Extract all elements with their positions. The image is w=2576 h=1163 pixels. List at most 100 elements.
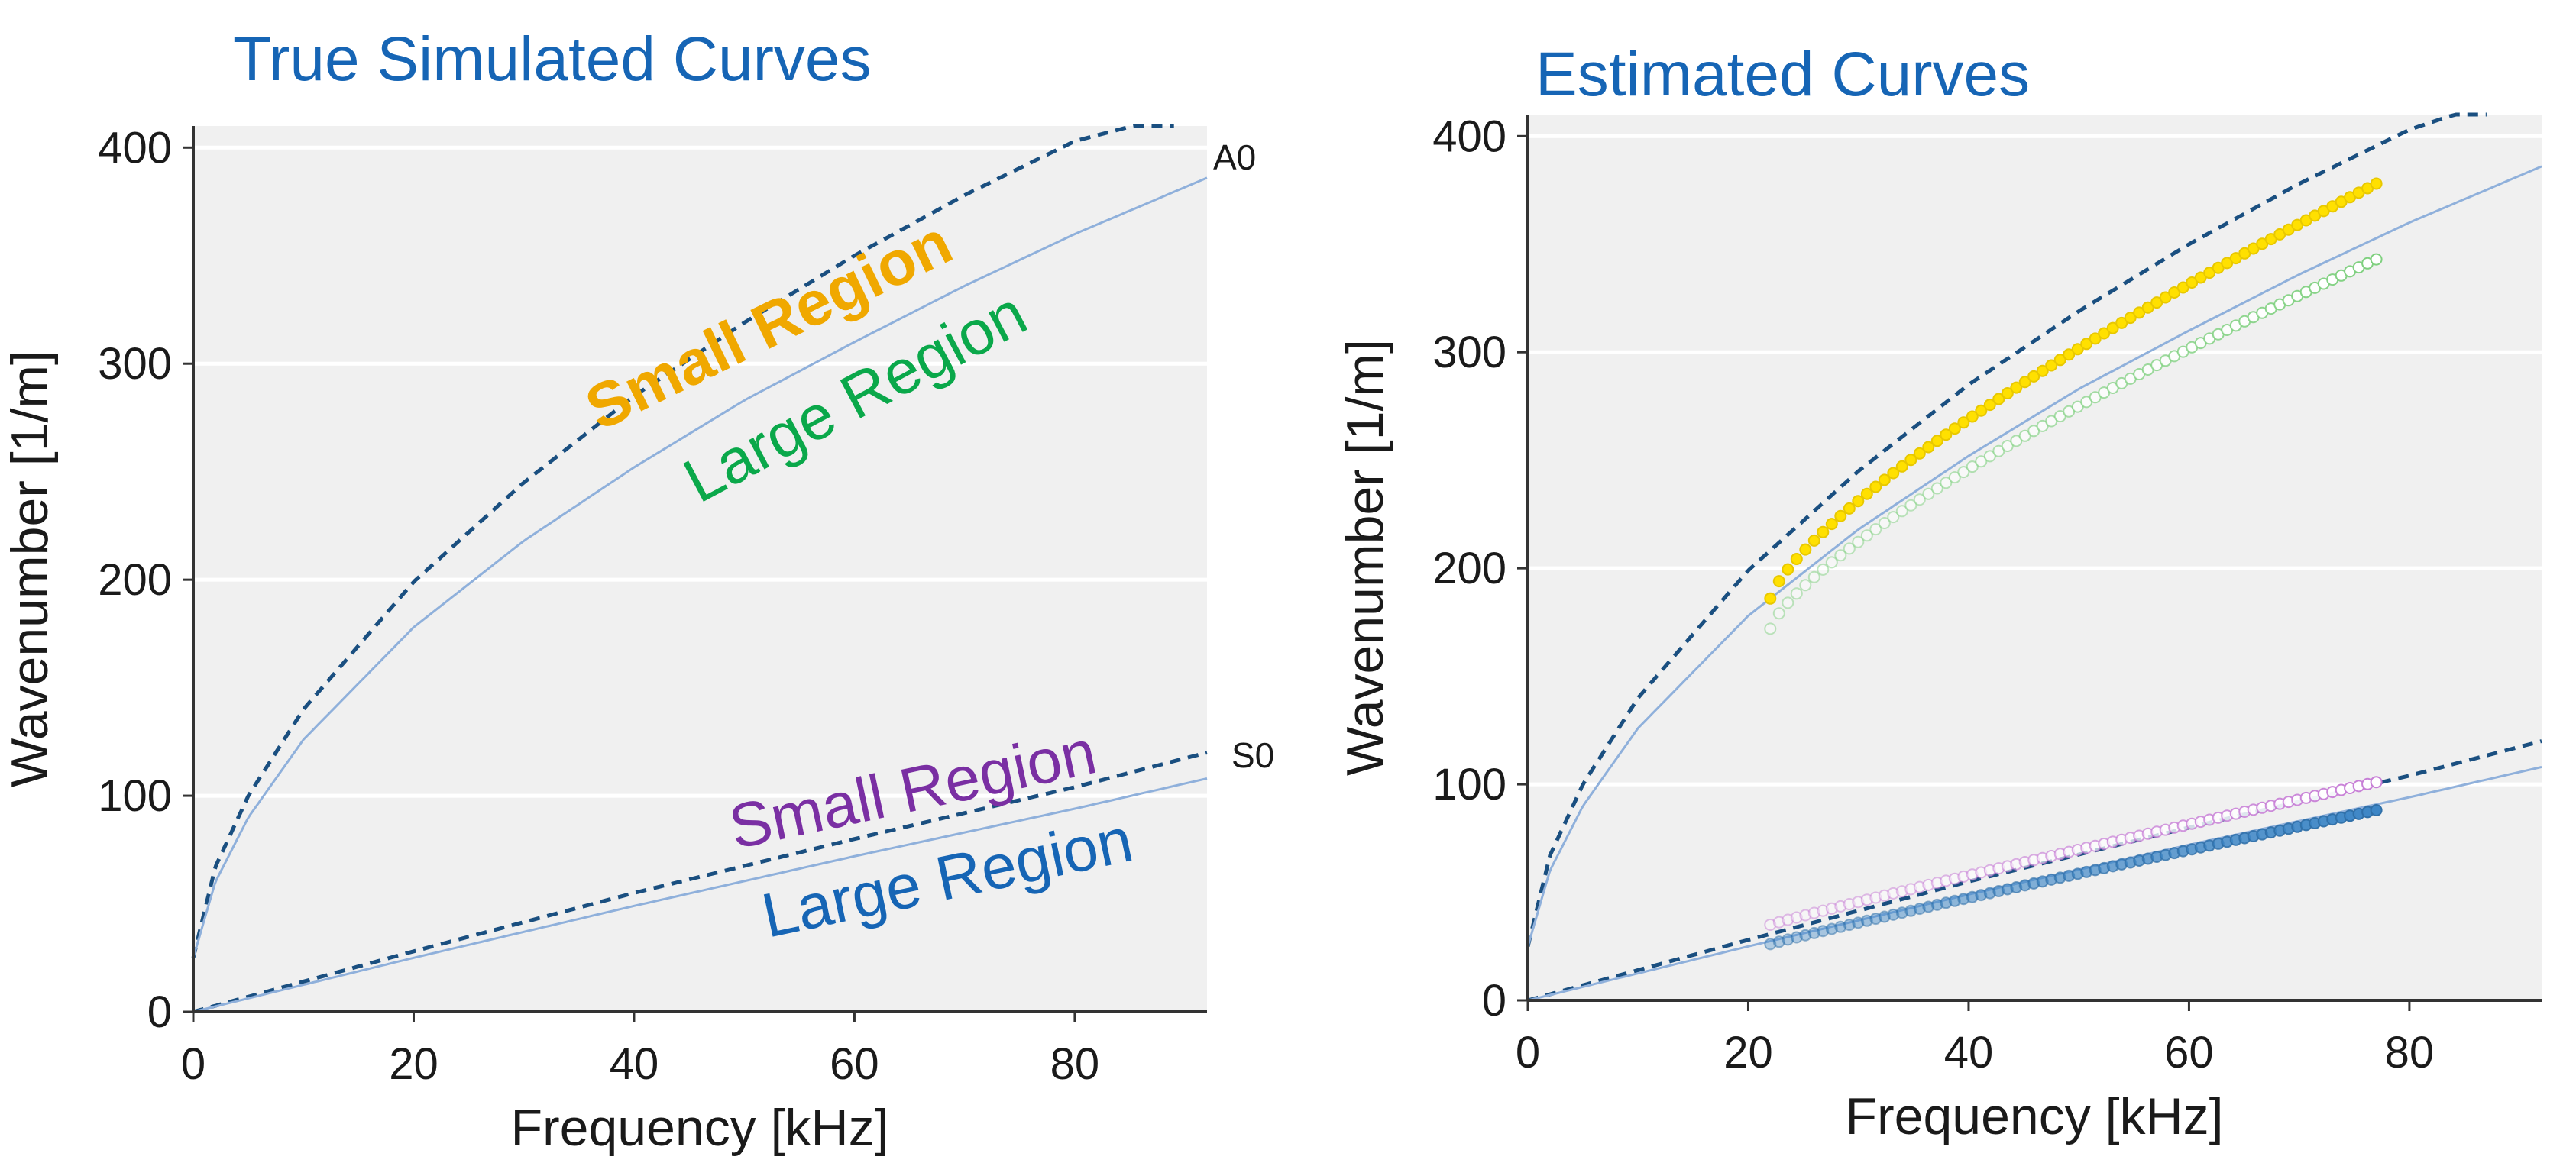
- mode-label-a0: A0: [1213, 137, 1256, 177]
- scatter-point-a0-large-region-estimate: [1913, 493, 1926, 506]
- scatter-point-a0-small-region-estimate: [2115, 316, 2128, 329]
- scatter-point-a0-large-region-estimate: [1782, 596, 1794, 609]
- scatter-point-a0-small-region-estimate: [2124, 312, 2137, 325]
- scatter-point-s0-small-region-estimate: [1843, 898, 1856, 910]
- scatter-point-a0-small-region-estimate: [2036, 364, 2049, 377]
- left-panel-title: True Simulated Curves: [233, 24, 872, 94]
- scatter-point-a0-large-region-estimate: [1860, 529, 1873, 542]
- scatter-point-a0-small-region-estimate: [1975, 404, 1988, 417]
- scatter-point-a0-small-region-estimate: [1878, 473, 1891, 486]
- right-x-tick-label: 0: [1516, 1028, 1540, 1077]
- scatter-point-a0-small-region-estimate: [2010, 381, 2023, 394]
- right-y-tick-label: 100: [1432, 760, 1506, 809]
- left-y-tick-label: 400: [98, 123, 172, 173]
- scatter-point-a0-large-region-estimate: [1799, 579, 1812, 592]
- left-panel: True Simulated Curves 0 100 200 300 400 0 20 40…: [1, 24, 1274, 1157]
- scatter-point-a0-small-region-estimate: [1904, 454, 1917, 467]
- scatter-point-a0-small-region-estimate: [1869, 480, 1882, 493]
- scatter-point-a0-large-region-estimate: [2370, 253, 2383, 266]
- scatter-point-s0-small-region-estimate: [1782, 913, 1794, 926]
- left-plot-area: [193, 126, 1207, 1012]
- scatter-point-a0-small-region-estimate: [1895, 460, 1908, 473]
- right-x-tick-label: 60: [2164, 1028, 2214, 1077]
- scatter-point-a0-large-region-estimate: [1852, 535, 1865, 548]
- right-curve-a0-small-region: [1526, 112, 2487, 947]
- scatter-point-a0-small-region-estimate: [1817, 525, 1830, 538]
- scatter-point-a0-small-region-estimate: [1887, 467, 1900, 480]
- right-y-tick-label: 0: [1482, 976, 1506, 1026]
- left-curve-a0-large-region: [192, 176, 1208, 958]
- scatter-point-a0-large-region-estimate: [1895, 505, 1908, 518]
- scatter-point-s0-small-region-estimate: [1825, 902, 1838, 915]
- right-scatter-points: [1764, 177, 2383, 951]
- left-y-tick-label: 0: [147, 987, 172, 1037]
- scatter-point-s0-large-region-estimate: [1860, 914, 1873, 927]
- scatter-point-a0-large-region-estimate: [1922, 487, 1935, 500]
- scatter-point-s0-small-region-estimate: [1887, 887, 1900, 900]
- right-x-tick-label: 20: [1723, 1028, 1773, 1077]
- scatter-point-a0-large-region-estimate: [1983, 450, 1996, 463]
- scatter-point-s0-large-region-estimate: [1843, 919, 1856, 932]
- left-curve-a0-small-region: [191, 124, 1174, 958]
- scatter-point-s0-large-region-estimate: [1817, 925, 1830, 938]
- scatter-point-a0-small-region-estimate: [1860, 487, 1873, 500]
- scatter-point-a0-large-region-estimate: [1904, 499, 1917, 512]
- scatter-point-s0-large-region-estimate: [1878, 910, 1891, 923]
- left-y-tick-label: 300: [98, 339, 172, 389]
- left-x-tick-label: 0: [181, 1039, 205, 1089]
- right-y-tick-label: 200: [1432, 544, 1506, 593]
- scatter-point-a0-small-region-estimate: [2063, 348, 2076, 361]
- scatter-point-a0-large-region-estimate: [1975, 455, 1988, 468]
- scatter-point-a0-small-region-estimate: [1983, 399, 1996, 412]
- scatter-point-s0-large-region-estimate: [1782, 933, 1794, 946]
- scatter-point-a0-small-region-estimate: [2027, 370, 2040, 383]
- scatter-point-a0-small-region-estimate: [2001, 387, 2014, 399]
- scatter-point-s0-small-region-estimate: [2370, 776, 2383, 789]
- mode-label-s0: S0: [1231, 735, 1274, 775]
- scatter-point-a0-small-region-estimate: [2045, 359, 2058, 372]
- left-y-tick-label: 100: [98, 771, 172, 821]
- scatter-point-s0-small-region-estimate: [1860, 893, 1873, 906]
- left-x-tick-label: 40: [610, 1039, 659, 1089]
- scatter-point-s0-large-region-estimate: [1869, 913, 1882, 926]
- scatter-point-s0-large-region-estimate: [1887, 908, 1900, 921]
- scatter-point-s0-small-region-estimate: [1764, 919, 1777, 931]
- scatter-point-a0-small-region-estimate: [1799, 543, 1812, 556]
- scatter-point-a0-large-region-estimate: [1878, 517, 1891, 529]
- scatter-point-a0-small-region-estimate: [2089, 332, 2102, 345]
- right-x-tick-label: 80: [2385, 1028, 2435, 1077]
- scatter-point-a0-large-region-estimate: [1834, 549, 1847, 562]
- scatter-point-s0-small-region-estimate: [1817, 904, 1830, 917]
- scatter-point-a0-large-region-estimate: [1966, 460, 1979, 473]
- scatter-point-s0-small-region-estimate: [1807, 906, 1820, 919]
- scatter-point-s0-large-region-estimate: [1807, 926, 1820, 939]
- scatter-point-a0-large-region-estimate: [1790, 587, 1803, 600]
- left-curve-s0-small-region: [193, 751, 1208, 1014]
- left-x-tick-label: 80: [1050, 1039, 1100, 1089]
- right-curve-a0-large-region: [1526, 165, 2542, 947]
- scatter-point-a0-large-region-estimate: [1940, 477, 1953, 489]
- scatter-point-s0-small-region-estimate: [1790, 911, 1803, 924]
- scatter-point-a0-small-region-estimate: [1852, 495, 1865, 508]
- scatter-point-a0-small-region-estimate: [2098, 327, 2111, 340]
- left-curve-s0-large-region: [193, 777, 1208, 1013]
- scatter-point-s0-small-region-estimate: [1869, 891, 1882, 904]
- scatter-point-a0-large-region-estimate: [1992, 444, 2005, 457]
- scatter-point-a0-large-region-estimate: [1817, 563, 1830, 576]
- scatter-point-s0-large-region-estimate: [1825, 922, 1838, 935]
- scatter-point-a0-large-region-estimate: [1807, 570, 1820, 583]
- scatter-point-s0-large-region-estimate: [1852, 916, 1865, 929]
- scatter-point-s0-large-region-estimate: [1790, 931, 1803, 944]
- scatter-point-s0-small-region-estimate: [1772, 916, 1785, 929]
- scatter-point-s0-large-region-estimate: [1834, 920, 1847, 933]
- scatter-point-a0-small-region-estimate: [1948, 422, 1961, 435]
- right-y-tick-label: 300: [1432, 328, 1506, 377]
- scatter-point-a0-large-region-estimate: [1772, 607, 1785, 620]
- scatter-point-a0-small-region-estimate: [1790, 553, 1803, 565]
- scatter-point-a0-small-region-estimate: [1834, 509, 1847, 522]
- scatter-point-a0-small-region-estimate: [1930, 435, 1943, 447]
- scatter-point-a0-large-region-estimate: [1948, 471, 1961, 484]
- right-curve-s0-small-region: [1527, 739, 2542, 1003]
- scatter-point-a0-small-region-estimate: [1966, 410, 1979, 423]
